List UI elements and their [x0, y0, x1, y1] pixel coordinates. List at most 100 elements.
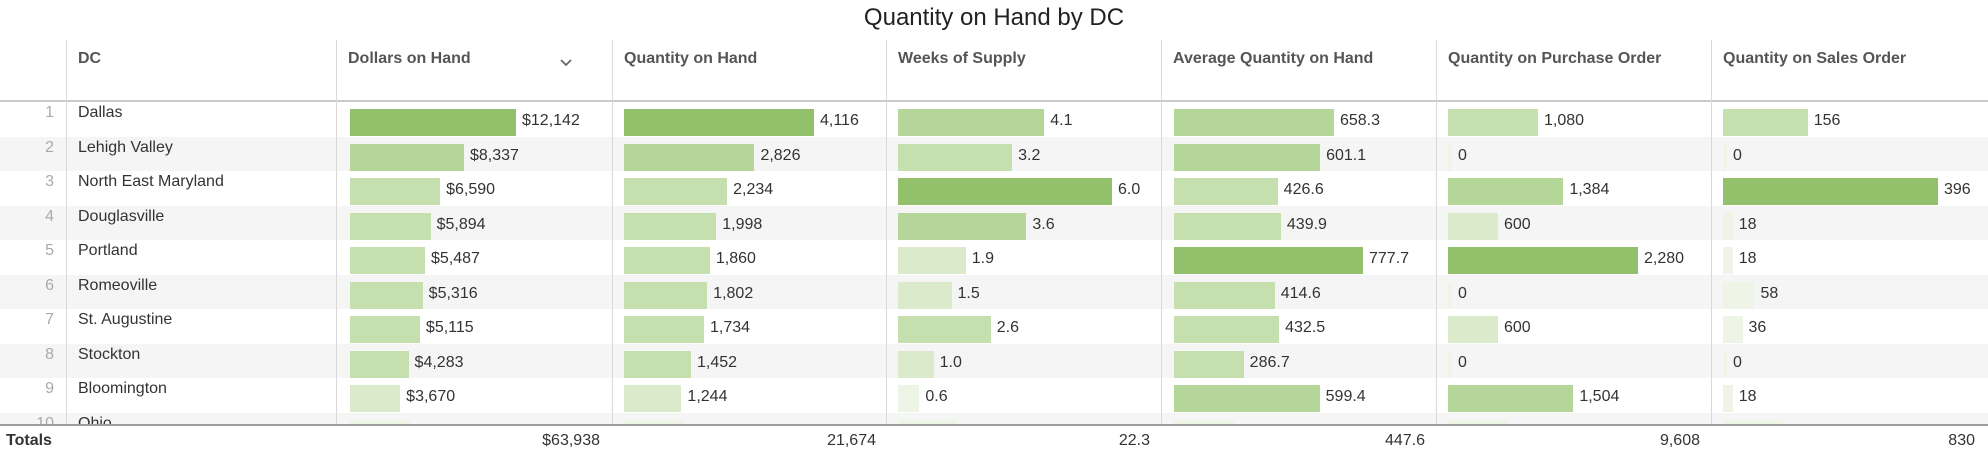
- total-quantity-on-hand: 21,674: [827, 432, 876, 449]
- dollars-on-hand-bar: [350, 281, 423, 309]
- column-divider: [66, 40, 67, 458]
- quantity-on-sales-order-bar: [1723, 178, 1938, 205]
- quantity-on-hand-value: 1,860: [715, 250, 756, 267]
- dollars-on-hand-value: $5,316: [428, 284, 478, 302]
- quantity-on-hand-bar: [624, 281, 708, 309]
- table-row[interactable]: 8 Stockton $4,283 1,452 1.0 286.7 0 0: [0, 343, 1988, 378]
- chevron-down-icon[interactable]: [558, 54, 574, 70]
- dc-name: St. Augustine: [78, 311, 173, 328]
- total-quantity-on-sales-order: 830: [1948, 432, 1975, 449]
- weeks-of-supply-bar: [898, 143, 1013, 171]
- dollars-on-hand-value: $3,670: [406, 388, 456, 405]
- total-dollars-on-hand: $63,938: [542, 432, 600, 449]
- dollars-on-hand-value: $6,590: [446, 181, 496, 198]
- quantity-on-hand-bar: [624, 212, 717, 240]
- quantity-on-sales-order-bar: [1723, 419, 1783, 424]
- column-header-average-quantity-on-hand[interactable]: Average Quantity on Hand: [1173, 50, 1374, 67]
- quantity-on-hand-value: 2,826: [760, 146, 801, 164]
- table-row[interactable]: 5 Portland $5,487 1,860 1.9 777.7 2,280 18: [0, 240, 1988, 275]
- weeks-of-supply-value: 3.6: [1032, 215, 1055, 233]
- weeks-of-supply-value: 1.5: [957, 284, 980, 302]
- average-quantity-on-hand-bar: [1174, 143, 1321, 171]
- average-quantity-on-hand-bar: [1174, 385, 1320, 412]
- quantity-on-sales-order-bar: [1723, 109, 1808, 136]
- quantity-on-purchase-order-bar: [1448, 419, 1508, 424]
- dc-name: Douglasville: [78, 207, 165, 225]
- quantity-on-hand-value: 1,452: [697, 353, 738, 371]
- quantity-on-purchase-order-value: 0: [1458, 353, 1467, 371]
- weeks-of-supply-value: 6.0: [1118, 181, 1141, 198]
- quantity-on-hand-bar: [624, 385, 682, 412]
- quantity-on-purchase-order-value: 600: [1504, 319, 1531, 336]
- quantity-on-purchase-order-value: 600: [1504, 215, 1531, 233]
- quantity-on-purchase-order-bar: [1448, 212, 1498, 240]
- table-row[interactable]: 4 Douglasville $5,894 1,998 3.6 439.9 600 18: [0, 205, 1988, 240]
- dc-name: Ohio: [78, 414, 112, 425]
- dc-name: Bloomington: [78, 380, 167, 397]
- column-divider: [612, 40, 613, 458]
- table-row[interactable]: 7 St. Augustine $5,115 1,734 2.6 432.5 600 36: [0, 309, 1988, 344]
- dollars-on-hand-value: $8,337: [469, 146, 519, 164]
- quantity-on-hand-value: 1,998: [722, 215, 763, 233]
- dollars-on-hand-bar: [350, 350, 409, 378]
- weeks-of-supply-bar: [898, 350, 934, 378]
- table-row[interactable]: 3 North East Maryland $6,590 2,234 6.0 426.6 1…: [0, 171, 1988, 206]
- column-header-quantity-on-purchase-order[interactable]: Quantity on Purchase Order: [1448, 50, 1662, 67]
- quantity-on-purchase-order-bar: [1448, 143, 1452, 171]
- table-body[interactable]: 1 Dallas $12,142 4,116 4.1 658.3 1,080 156 2 Lehi…: [0, 102, 1988, 424]
- dollars-on-hand-bar: [350, 143, 464, 171]
- quantity-on-hand-value: 1,802: [713, 284, 754, 302]
- table-row[interactable]: 10 Ohio: [0, 412, 1988, 425]
- row-number: 9: [45, 380, 54, 397]
- quantity-on-hand-bar: [624, 109, 814, 136]
- page-title: Quantity on Hand by DC: [863, 4, 1125, 31]
- quantity-on-purchase-order-value: 0: [1458, 284, 1467, 302]
- dc-name: Romeoville: [78, 276, 158, 294]
- quantity-on-hand-bar: [624, 316, 705, 343]
- quantity-on-purchase-order-bar: [1448, 247, 1638, 274]
- weeks-of-supply-bar: [898, 178, 1112, 205]
- average-quantity-on-hand-value: 432.5: [1285, 319, 1326, 336]
- dollars-on-hand-bar: [350, 316, 420, 343]
- table-row[interactable]: 1 Dallas $12,142 4,116 4.1 658.3 1,080 156: [0, 102, 1988, 137]
- weeks-of-supply-value: 1.9: [971, 250, 995, 267]
- quantity-on-sales-order-value: 18: [1738, 215, 1757, 233]
- dollars-on-hand-bar: [350, 178, 441, 205]
- dc-name: North East Maryland: [78, 173, 224, 190]
- dollars-on-hand-value: $12,142: [522, 112, 580, 129]
- quantity-on-purchase-order-bar: [1448, 178, 1564, 205]
- dollars-on-hand-value: $4,283: [414, 353, 464, 371]
- dollars-on-hand-bar: [350, 109, 516, 136]
- column-header-weeks-of-supply[interactable]: Weeks of Supply: [898, 50, 1026, 67]
- column-divider: [1436, 40, 1437, 458]
- column-divider: [1161, 40, 1162, 458]
- quantity-on-sales-order-bar: [1723, 385, 1733, 412]
- column-header-dc[interactable]: DC: [78, 50, 102, 67]
- dollars-on-hand-bar: [350, 212, 431, 240]
- dc-name: Portland: [78, 242, 138, 259]
- column-header-quantity-on-hand[interactable]: Quantity on Hand: [624, 50, 758, 67]
- quantity-on-hand-bar: [624, 143, 755, 171]
- quantity-on-sales-order-bar: [1723, 247, 1733, 274]
- table-row[interactable]: 9 Bloomington $3,670 1,244 0.6 599.4 1,504 18: [0, 378, 1988, 413]
- table-row[interactable]: 6 Romeoville $5,316 1,802 1.5 414.6 0 58: [0, 274, 1988, 309]
- quantity-on-purchase-order-value: 1,080: [1544, 112, 1585, 129]
- quantity-on-hand-value: 1,734: [710, 319, 751, 336]
- column-header-dollars-on-hand[interactable]: Dollars on Hand: [348, 50, 471, 67]
- column-header-quantity-on-sales-order[interactable]: Quantity on Sales Order: [1723, 50, 1907, 67]
- quantity-on-sales-order-value: 18: [1738, 250, 1757, 267]
- dc-name: Lehigh Valley: [78, 138, 173, 156]
- average-quantity-on-hand-value: 426.6: [1283, 181, 1324, 198]
- quantity-on-hand-bar: [624, 350, 692, 378]
- quantity-on-sales-order-bar: [1723, 143, 1727, 171]
- quantity-on-sales-order-value: 58: [1760, 284, 1779, 302]
- table-row[interactable]: 2 Lehigh Valley $8,337 2,826 3.2 601.1 0 0: [0, 136, 1988, 171]
- weeks-of-supply-bar: [898, 316, 991, 343]
- quantity-on-sales-order-value: 0: [1733, 146, 1742, 164]
- quantity-on-purchase-order-bar: [1448, 350, 1452, 378]
- average-quantity-on-hand-value: 414.6: [1280, 284, 1321, 302]
- quantity-on-sales-order-value: 396: [1944, 181, 1971, 198]
- average-quantity-on-hand-value: 658.3: [1339, 112, 1381, 129]
- dc-name: Stockton: [78, 345, 141, 363]
- dollars-on-hand-bar: [350, 385, 401, 412]
